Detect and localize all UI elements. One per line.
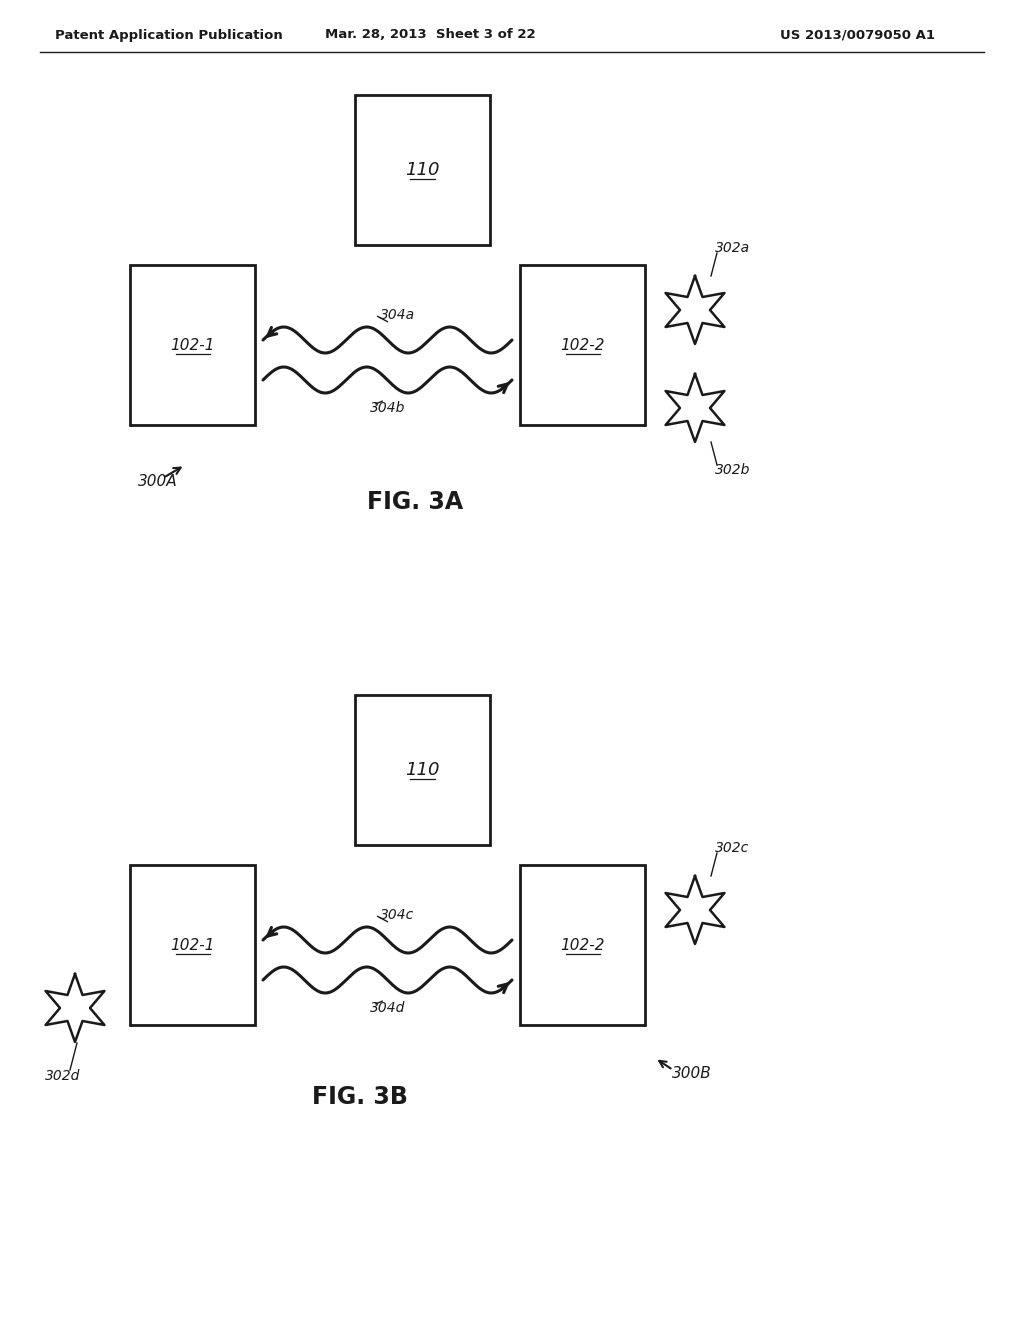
- Bar: [355, 95, 490, 246]
- Bar: [520, 265, 645, 425]
- Text: 300A: 300A: [138, 474, 177, 490]
- Text: 102-1: 102-1: [170, 937, 215, 953]
- Text: 300B: 300B: [672, 1067, 712, 1081]
- Bar: [520, 865, 645, 1026]
- Text: 302b: 302b: [715, 463, 751, 477]
- Text: US 2013/0079050 A1: US 2013/0079050 A1: [780, 29, 935, 41]
- Text: 302d: 302d: [45, 1069, 80, 1082]
- Text: 304a: 304a: [380, 308, 415, 322]
- Text: 304d: 304d: [370, 1001, 406, 1015]
- Bar: [130, 265, 255, 425]
- Text: 102-1: 102-1: [170, 338, 215, 352]
- Text: Mar. 28, 2013  Sheet 3 of 22: Mar. 28, 2013 Sheet 3 of 22: [325, 29, 536, 41]
- Text: FIG. 3A: FIG. 3A: [367, 490, 463, 513]
- Text: 102-2: 102-2: [560, 338, 605, 352]
- Text: 102-2: 102-2: [560, 937, 605, 953]
- Text: FIG. 3B: FIG. 3B: [312, 1085, 408, 1109]
- Text: 304c: 304c: [380, 908, 415, 921]
- Bar: [355, 696, 490, 845]
- Bar: [130, 865, 255, 1026]
- Text: 110: 110: [406, 161, 439, 180]
- Text: 302a: 302a: [715, 242, 751, 255]
- Text: 302c: 302c: [715, 841, 750, 855]
- Text: 110: 110: [406, 762, 439, 779]
- Text: 304b: 304b: [370, 401, 406, 414]
- Text: Patent Application Publication: Patent Application Publication: [55, 29, 283, 41]
